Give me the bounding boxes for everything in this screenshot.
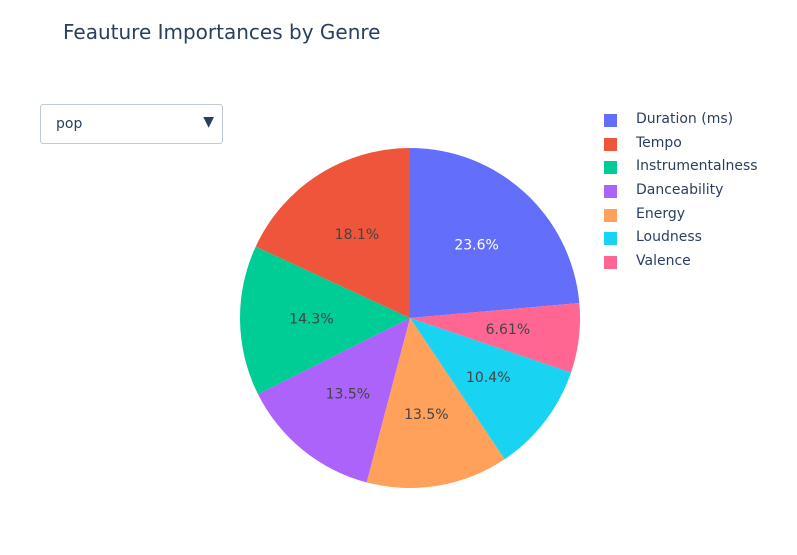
pie-slice-loudness[interactable] <box>410 318 571 460</box>
pie-slices <box>240 148 580 488</box>
pie-slice-instrumentalness[interactable] <box>240 246 410 395</box>
legend-swatch <box>604 208 617 222</box>
legend-swatch <box>604 114 617 127</box>
pie-slice-label: 6.61% <box>486 322 530 338</box>
legend-label: Danceability <box>636 182 724 199</box>
chevron-down-icon: ▼ <box>203 114 214 130</box>
pie-slice-label: 13.5% <box>404 407 448 423</box>
legend-label: Loudness <box>636 229 702 246</box>
pie-slice-label: 23.6% <box>454 237 498 253</box>
legend-label: Instrumentalness <box>636 158 758 175</box>
genre-dropdown-value: pop <box>56 116 83 132</box>
legend-swatch <box>604 161 617 175</box>
pie-slice-duration-ms[interactable] <box>410 148 580 318</box>
pie-slice-label: 13.5% <box>326 387 370 403</box>
pie-slice-label: 14.3% <box>289 312 333 328</box>
pie-labels: 23.6% 6.61% 10.4% 13.5% 13.5% 14.3% 18.1% <box>289 227 530 423</box>
legend-label: Tempo <box>636 134 682 151</box>
genre-dropdown[interactable]: pop ▼ <box>40 104 223 144</box>
legend-label: Energy <box>636 205 686 222</box>
legend-swatch <box>604 137 617 151</box>
pie-slice-energy[interactable] <box>366 318 505 488</box>
legend-label: Duration (ms) <box>636 111 734 127</box>
pie-slice-label: 10.4% <box>466 370 510 386</box>
pie-slice-danceability[interactable] <box>258 318 410 483</box>
legend-swatch <box>604 232 617 246</box>
pie-slice-tempo[interactable] <box>255 148 410 318</box>
pie-slice-valence[interactable] <box>410 303 580 373</box>
legend-swatch <box>604 185 617 199</box>
pie-slice-label: 18.1% <box>335 227 379 243</box>
legend-swatch <box>604 256 617 270</box>
legend-label: Valence <box>636 253 691 270</box>
chart-title: Feauture Importances by Genre <box>63 20 381 44</box>
